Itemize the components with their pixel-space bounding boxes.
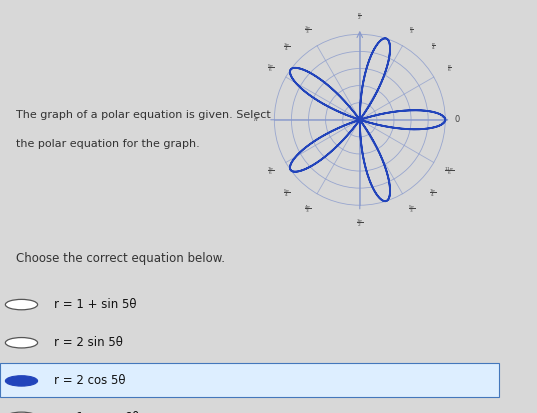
Text: r = 2 cos 5θ: r = 2 cos 5θ: [54, 375, 125, 387]
Text: $\frac{\pi}{3}$: $\frac{\pi}{3}$: [409, 25, 414, 36]
Text: $\frac{7\pi}{4}$: $\frac{7\pi}{4}$: [429, 187, 437, 199]
Text: $\frac{\pi}{6}$: $\frac{\pi}{6}$: [447, 63, 452, 74]
Text: $\pi$: $\pi$: [253, 116, 259, 123]
Text: $\frac{5\pi}{6}$: $\frac{5\pi}{6}$: [266, 62, 274, 74]
Text: $\frac{\pi}{4}$: $\frac{\pi}{4}$: [431, 41, 436, 52]
Text: $\frac{7\pi}{6}$: $\frac{7\pi}{6}$: [266, 166, 274, 178]
Text: 0: 0: [455, 115, 460, 124]
Text: the polar equation for the graph.: the polar equation for the graph.: [16, 139, 200, 149]
Text: $\frac{5\pi}{3}$: $\frac{5\pi}{3}$: [408, 203, 415, 215]
Circle shape: [5, 412, 38, 413]
Text: $\frac{11\pi}{6}$: $\frac{11\pi}{6}$: [444, 166, 454, 178]
Text: $\frac{5\pi}{4}$: $\frac{5\pi}{4}$: [283, 187, 291, 199]
Text: The graph of a polar equation is given. Select: The graph of a polar equation is given. …: [16, 110, 271, 120]
Circle shape: [5, 337, 38, 348]
Text: Choose the correct equation below.: Choose the correct equation below.: [16, 252, 225, 265]
Text: r = 1 + cos 6θ: r = 1 + cos 6θ: [54, 411, 139, 413]
Text: $\frac{\pi}{2}$: $\frac{\pi}{2}$: [358, 11, 362, 22]
Text: $\frac{4\pi}{3}$: $\frac{4\pi}{3}$: [304, 203, 312, 215]
Text: r = 2 sin 5θ: r = 2 sin 5θ: [54, 336, 122, 349]
FancyBboxPatch shape: [0, 363, 499, 397]
Text: $\frac{3\pi}{4}$: $\frac{3\pi}{4}$: [283, 41, 291, 52]
Circle shape: [5, 376, 38, 386]
Text: r = 1 + sin 5θ: r = 1 + sin 5θ: [54, 298, 136, 311]
Circle shape: [5, 299, 38, 310]
Text: $\frac{2\pi}{3}$: $\frac{2\pi}{3}$: [304, 24, 312, 36]
Text: $\frac{3\pi}{2}$: $\frac{3\pi}{2}$: [356, 217, 364, 229]
